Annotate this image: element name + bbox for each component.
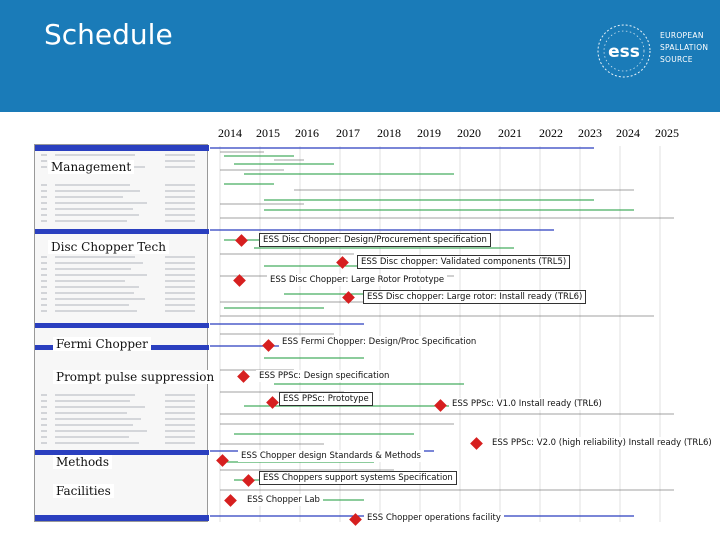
- header-banner: [0, 0, 720, 112]
- logo-line-3: SOURCE: [660, 55, 693, 64]
- logo-line-2: SPALLATION: [660, 43, 709, 52]
- ess-logo-icon: ess: [597, 24, 651, 78]
- gantt-chart: [210, 146, 674, 522]
- section-label-fermi-chopper: Fermi Chopper: [53, 337, 151, 351]
- section-label-methods: Methods: [53, 455, 113, 469]
- logo-mark: ess: [608, 42, 640, 62]
- year-label: 2018: [377, 126, 401, 140]
- section-label-management: Management: [48, 160, 135, 174]
- section-label-prompt-pulse-suppression: Prompt pulse suppression: [53, 370, 218, 384]
- section-label-disc-chopper-tech: Disc Chopper Tech: [48, 240, 169, 254]
- year-label: 2025: [655, 126, 679, 140]
- milestone-label: ESS Chopper design Standards & Methods: [238, 450, 424, 462]
- milestone-label: ESS Fermi Chopper: Design/Proc Specifica…: [279, 336, 480, 348]
- year-label: 2014: [218, 126, 242, 140]
- section-label-facilities: Facilities: [53, 484, 114, 498]
- milestone-label: ESS PPSc: V1.0 Install ready (TRL6): [449, 398, 605, 410]
- milestone-label: ESS Disc Chopper: Large Rotor Prototype: [267, 274, 448, 286]
- year-label: 2021: [498, 126, 522, 140]
- milestone-label: ESS PPSc: Design specification: [256, 370, 393, 382]
- logo-line-1: EUROPEAN: [660, 31, 704, 40]
- slide-title: Schedule: [44, 18, 173, 51]
- year-label: 2017: [336, 126, 360, 140]
- year-label: 2022: [539, 126, 563, 140]
- year-label: 2023: [578, 126, 602, 140]
- year-label: 2019: [417, 126, 441, 140]
- year-label: 2024: [616, 126, 640, 140]
- milestone-label: ESS Chopper Lab: [244, 494, 323, 506]
- year-label: 2015: [256, 126, 280, 140]
- milestone-label: ESS Disc chopper: Large rotor: Install r…: [363, 290, 587, 304]
- milestone-label: ESS PPSc: V2.0 (high reliability) Instal…: [489, 437, 715, 449]
- year-label: 2016: [295, 126, 319, 140]
- milestone-label: ESS Choppers support systems Specificati…: [259, 471, 457, 485]
- milestone-label: ESS PPSc: Prototype: [279, 392, 373, 406]
- milestone-label: ESS Disc Chopper: Design/Procurement spe…: [259, 233, 491, 247]
- milestone-label: ESS Chopper operations facility: [364, 512, 504, 524]
- milestone-label: ESS Disc chopper: Validated components (…: [357, 255, 571, 269]
- year-label: 2020: [457, 126, 481, 140]
- logo-text: EUROPEAN SPALLATION SOURCE: [660, 30, 708, 66]
- task-list-rows: [35, 145, 209, 521]
